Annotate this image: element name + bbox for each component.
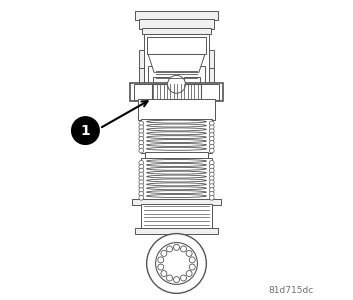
Bar — [139, 50, 144, 68]
Bar — [132, 199, 221, 205]
Circle shape — [180, 275, 186, 281]
Bar — [144, 34, 209, 84]
Circle shape — [209, 168, 214, 173]
Circle shape — [139, 176, 144, 181]
Bar — [146, 37, 207, 54]
Circle shape — [139, 168, 144, 173]
Bar — [140, 118, 213, 153]
Circle shape — [156, 243, 197, 284]
Circle shape — [139, 125, 144, 130]
Circle shape — [139, 184, 144, 188]
Polygon shape — [148, 54, 205, 72]
Circle shape — [139, 136, 144, 141]
Bar — [138, 99, 215, 120]
Circle shape — [209, 188, 214, 192]
Circle shape — [209, 195, 214, 200]
Circle shape — [174, 277, 179, 283]
Bar — [209, 68, 214, 84]
Circle shape — [189, 257, 195, 263]
Circle shape — [139, 148, 144, 153]
Circle shape — [139, 164, 144, 169]
Bar — [140, 204, 213, 229]
Circle shape — [158, 257, 164, 263]
Circle shape — [158, 264, 164, 270]
Circle shape — [139, 195, 144, 200]
Circle shape — [209, 160, 214, 165]
Circle shape — [167, 275, 173, 281]
Circle shape — [139, 133, 144, 137]
Bar — [135, 11, 218, 20]
Circle shape — [161, 271, 167, 277]
Bar — [201, 84, 219, 100]
Circle shape — [209, 176, 214, 181]
Circle shape — [209, 144, 214, 149]
Bar — [135, 228, 218, 234]
Circle shape — [209, 172, 214, 177]
Circle shape — [209, 125, 214, 130]
Circle shape — [168, 75, 185, 93]
Bar — [134, 84, 152, 100]
Bar — [139, 19, 214, 29]
Bar — [145, 152, 208, 160]
Circle shape — [167, 246, 173, 252]
Circle shape — [209, 180, 214, 184]
Circle shape — [209, 133, 214, 137]
Circle shape — [139, 129, 144, 134]
Bar — [152, 84, 201, 100]
Circle shape — [72, 117, 99, 144]
Bar — [209, 50, 214, 68]
Circle shape — [209, 148, 214, 153]
Bar — [142, 28, 211, 34]
Circle shape — [209, 129, 214, 134]
Circle shape — [186, 250, 192, 256]
Circle shape — [180, 246, 186, 252]
Circle shape — [139, 140, 144, 145]
Circle shape — [209, 136, 214, 141]
Circle shape — [209, 184, 214, 188]
Bar — [152, 77, 169, 85]
Circle shape — [209, 164, 214, 169]
Circle shape — [161, 250, 167, 256]
Circle shape — [209, 121, 214, 126]
Bar — [184, 77, 201, 85]
Circle shape — [139, 121, 144, 126]
Circle shape — [186, 271, 192, 277]
Circle shape — [139, 172, 144, 177]
Bar — [140, 158, 213, 201]
Bar — [148, 66, 205, 84]
Circle shape — [139, 180, 144, 184]
Circle shape — [139, 191, 144, 196]
Circle shape — [189, 264, 195, 270]
Text: 81d715dc: 81d715dc — [269, 286, 314, 295]
Circle shape — [139, 160, 144, 165]
Circle shape — [209, 191, 214, 196]
Circle shape — [139, 144, 144, 149]
Bar — [139, 68, 144, 84]
Text: 1: 1 — [80, 124, 90, 138]
Circle shape — [146, 234, 207, 293]
Bar — [130, 83, 223, 101]
Circle shape — [139, 188, 144, 192]
Circle shape — [174, 244, 179, 250]
Circle shape — [209, 140, 214, 145]
